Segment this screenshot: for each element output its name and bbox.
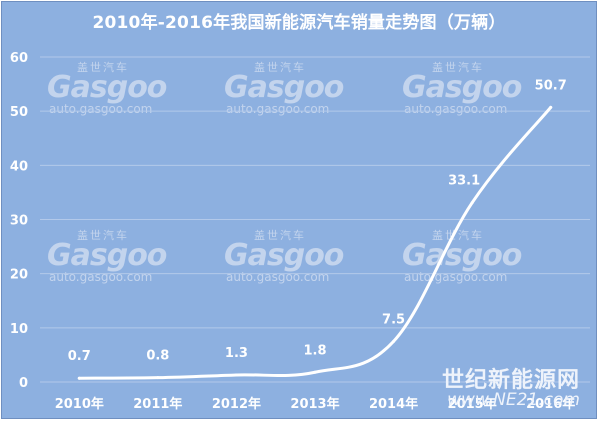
x-axis-ticks: 2010年 2011年 2012年 2013年 2014年 2015年 2016年 <box>55 396 576 412</box>
data-point <box>156 376 160 380</box>
watermark-cn: 盖世汽车 <box>77 229 129 242</box>
watermark-brand: Gasgoo <box>402 238 522 273</box>
x-tick-label: 2012年 <box>212 396 261 412</box>
watermark-cn: 盖世汽车 <box>432 229 484 242</box>
data-label: 7.5 <box>382 312 405 327</box>
data-point <box>234 373 238 377</box>
y-tick-label: 0 <box>19 376 28 391</box>
data-point <box>470 201 474 205</box>
y-tick-label: 10 <box>10 322 28 337</box>
watermark-brand: Gasgoo <box>224 238 344 273</box>
data-label: 50.7 <box>535 78 567 93</box>
data-point <box>313 370 317 374</box>
watermark-brand: Gasgoo <box>402 70 522 105</box>
data-label: 33.1 <box>448 174 480 189</box>
watermark-url: auto.gasgoo.com <box>49 102 153 116</box>
watermark-url: auto.gasgoo.com <box>404 102 508 116</box>
y-tick-label: 20 <box>10 268 28 283</box>
watermark-brand: Gasgoo <box>47 70 167 105</box>
data-point <box>77 376 81 380</box>
watermark-cn: 盖世汽车 <box>432 61 484 74</box>
chart-title: 2010年-2016年我国新能源汽车销量走势图（万辆） <box>92 13 506 33</box>
y-tick-label: 50 <box>10 105 28 120</box>
watermark: 盖世汽车 Gasgoo auto.gasgoo.com <box>224 61 344 116</box>
watermark-brand: Gasgoo <box>224 70 344 105</box>
y-tick-label: 40 <box>10 159 28 174</box>
x-tick-label: 2016年 <box>526 396 575 412</box>
data-label: 1.3 <box>225 346 248 361</box>
data-point <box>392 339 396 343</box>
source-logo: 世纪新能源网 www.NE21.com <box>442 369 580 410</box>
y-tick-label: 60 <box>10 51 28 66</box>
x-tick-label: 2015年 <box>448 396 497 412</box>
watermark-cn: 盖世汽车 <box>254 61 306 74</box>
x-tick-label: 2011年 <box>133 396 182 412</box>
x-tick-label: 2014年 <box>369 396 418 412</box>
x-tick-label: 2013年 <box>290 396 339 412</box>
data-labels: 0.7 0.8 1.3 1.8 7.5 33.1 50.7 <box>68 78 567 380</box>
watermark-url: auto.gasgoo.com <box>226 102 330 116</box>
watermark-cn: 盖世汽车 <box>77 61 129 74</box>
x-tick-label: 2010年 <box>55 396 104 412</box>
watermark-brand: Gasgoo <box>47 238 167 273</box>
data-label: 0.8 <box>146 349 169 364</box>
source-logo-cn: 世纪新能源网 <box>441 368 580 394</box>
gridlines <box>40 56 590 383</box>
watermark: 盖世汽车 Gasgoo auto.gasgoo.com <box>224 229 344 283</box>
watermark-cn: 盖世汽车 <box>254 229 306 242</box>
series-line <box>77 105 553 380</box>
y-axis-ticks: 0 10 20 30 40 50 60 <box>10 51 28 391</box>
data-point <box>549 105 553 109</box>
data-label: 0.7 <box>68 349 91 364</box>
y-tick-label: 30 <box>10 214 28 229</box>
watermark: 盖世汽车 Gasgoo auto.gasgoo.com <box>47 61 167 116</box>
watermark: 盖世汽车 Gasgoo auto.gasgoo.com <box>402 61 522 116</box>
source-logo-url: www.NE21.com <box>447 390 580 411</box>
data-label: 1.8 <box>303 343 326 358</box>
